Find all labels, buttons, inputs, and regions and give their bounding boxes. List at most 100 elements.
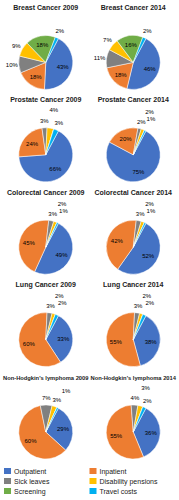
data-label: 24% — [26, 141, 39, 147]
data-label: 3% — [52, 397, 61, 403]
pie-slice — [106, 220, 136, 269]
legend-swatch — [90, 468, 97, 474]
data-label: 52% — [142, 253, 155, 259]
data-label: 1% — [147, 208, 156, 214]
legend-label: Disability pensions — [100, 478, 158, 486]
pie: 43%18%10%9%18%2% — [6, 28, 73, 89]
pie-slice — [133, 223, 146, 248]
pie-panel: Non-Hodgkin's lymphoma 2014 36% 55% 4%3% 2% — [91, 375, 177, 459]
pie: 49%45%3%2%1% — [19, 201, 73, 274]
data-label: 2% — [143, 398, 152, 404]
pie: 36% 55% 4%3% 2% — [106, 385, 160, 459]
pie-panel: Prostate Cancer 200966%24%3%4%3% — [10, 96, 81, 181]
data-label: 2% — [145, 201, 154, 207]
legend-swatch — [90, 488, 97, 494]
legend-label: Sick leaves — [14, 478, 50, 485]
data-label: 29% — [57, 426, 70, 432]
pie-slice — [19, 313, 61, 367]
pie-panel: Breast Cancer 200943%18%10%9%18%2% — [6, 4, 79, 89]
pie: 52%42%3%2%1% — [106, 201, 160, 274]
data-label: 55% — [110, 433, 123, 439]
data-label: 3% — [46, 303, 55, 309]
legend-label: Outpatient — [14, 468, 46, 476]
pie-title: Colorectal Cancer 2009 — [7, 189, 85, 196]
pie-title: Non-Hodgkin's lymphoma 2014 — [91, 375, 177, 381]
data-label: 3% — [141, 385, 150, 391]
pie: 66%24%3%4%3% — [19, 106, 73, 181]
pie-title: Non-Hodgkin's lymphoma 2009 — [3, 375, 88, 381]
pie: 38% 55% 3%2%2% — [106, 293, 160, 367]
data-label: 3% — [48, 211, 57, 217]
data-label: 3% — [54, 120, 63, 126]
chart-svg: Breast Cancer 200943%18%10%9%18%2%Breast… — [0, 0, 179, 500]
legend-label: Travel costs — [100, 488, 138, 495]
data-label: 46% — [144, 66, 157, 72]
pie: 46% 18% 11% 7% 16% 2% — [94, 28, 160, 89]
data-label: 2% — [143, 28, 152, 34]
data-label: 3% — [134, 303, 143, 309]
legend-label: Inpatient — [100, 468, 127, 476]
data-label: 33% — [57, 336, 70, 342]
chart-container: Breast Cancer 200943%18%10%9%18%2%Breast… — [0, 0, 179, 500]
data-label: 60% — [23, 341, 36, 347]
pie-slice — [133, 37, 146, 62]
data-label: 1% — [62, 388, 71, 394]
data-label: 55% — [110, 338, 123, 344]
data-label: 10% — [6, 62, 19, 68]
pie-title: Lung Cancer 2009 — [16, 281, 76, 289]
pie-title: Colorectal Cancer 2014 — [95, 189, 173, 196]
legend-swatch — [4, 488, 11, 494]
pie-slice — [109, 128, 138, 155]
pie-panel: Lung Cancer 2009 33% 60% 3%2%2% — [16, 281, 76, 366]
data-label: 7% — [103, 37, 112, 43]
pie-title: Prostate Cancer 2014 — [98, 96, 169, 103]
data-label: 3% — [136, 211, 145, 217]
data-label: 2% — [55, 293, 64, 299]
data-label: 20% — [120, 136, 133, 142]
pie-panel: Colorectal Cancer 2014 52%42%3%2%1% — [95, 189, 173, 274]
data-label: 4% — [131, 395, 140, 401]
pie-panel: Colorectal Cancer 200949%45%3%2%1% — [7, 189, 85, 274]
pie: 33% 60% 3%2%2% — [19, 293, 73, 367]
pie-title: Breast Cancer 2009 — [13, 4, 78, 11]
data-label: 3% — [40, 118, 49, 124]
data-label: 18% — [36, 42, 49, 48]
data-label: 2% — [58, 201, 67, 207]
pie-slice — [19, 406, 66, 459]
data-label: 1% — [147, 116, 156, 122]
pie-slice — [106, 405, 143, 459]
pie-slice — [19, 220, 49, 272]
pie-title: Prostate Cancer 2009 — [10, 96, 81, 103]
pie-slice — [133, 314, 146, 339]
legend-swatch — [4, 468, 11, 474]
pie-slice — [46, 129, 59, 155]
data-label: 60% — [24, 438, 37, 444]
pie-slice — [46, 37, 59, 62]
data-label: 18% — [115, 72, 128, 78]
pie-panel: Prostate Cancer 2014 75% 20% 2% 2%1% — [98, 96, 169, 181]
data-label: 38% — [145, 339, 158, 345]
data-label: 4% — [49, 106, 58, 112]
pie: 75% 20% 2% 2%1% — [106, 109, 160, 182]
legend-swatch — [90, 478, 97, 484]
data-label: 18% — [30, 74, 43, 80]
data-label: 2% — [145, 109, 154, 115]
data-label: 9% — [12, 43, 21, 49]
pie-title: Lung Cancer 2014 — [103, 281, 163, 289]
legend-label: Screening — [14, 488, 46, 496]
data-label: 11% — [94, 55, 106, 61]
pie-title: Breast Cancer 2014 — [101, 4, 166, 11]
data-label: 36% — [145, 430, 158, 436]
pie-slice — [133, 407, 146, 432]
pie-slice — [106, 313, 140, 367]
pie: 29%60%7%3%1% — [19, 388, 73, 459]
data-label: 16% — [125, 42, 138, 48]
pie-panel: Breast Cancer 2014 46% 18% 11% 7% 16% 2% — [94, 4, 166, 89]
data-label: 75% — [132, 169, 145, 175]
data-label: 2% — [137, 119, 146, 125]
data-label: 2% — [143, 293, 152, 299]
data-label: 1% — [59, 208, 68, 214]
data-label: 2% — [58, 300, 67, 306]
data-label: 45% — [23, 240, 36, 246]
data-label: 2% — [145, 300, 154, 306]
